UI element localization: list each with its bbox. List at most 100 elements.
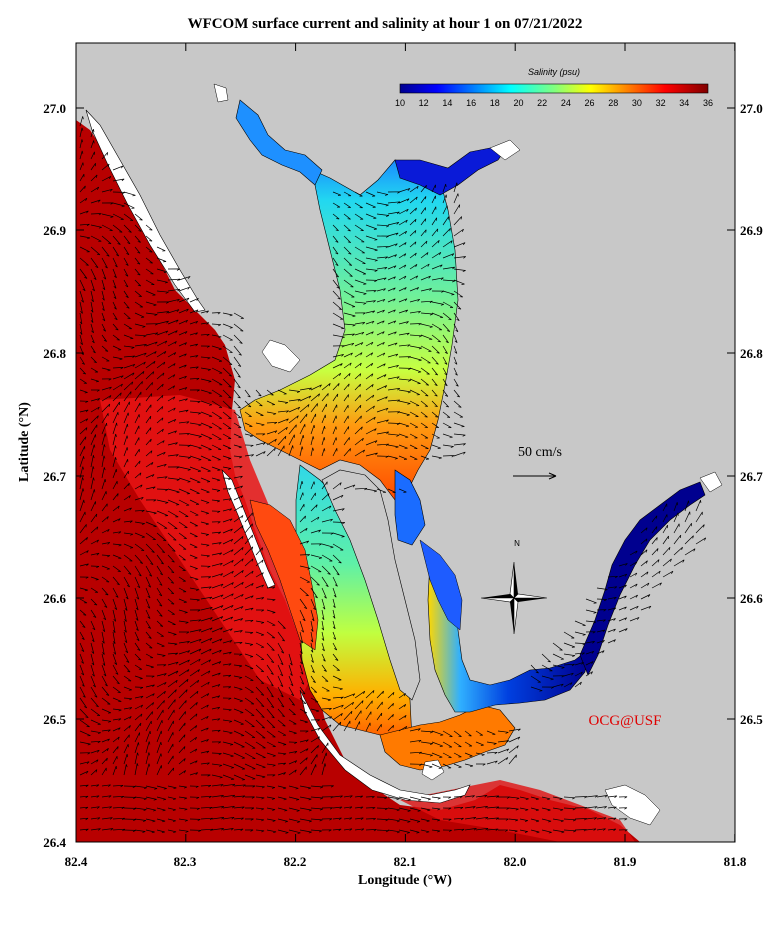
current-vector (343, 352, 353, 358)
current-vector (112, 301, 117, 310)
current-vector (90, 565, 100, 569)
current-vector (167, 352, 177, 358)
current-vector (552, 664, 565, 669)
current-vector (420, 367, 430, 375)
current-vector (156, 440, 165, 446)
current-vector (277, 664, 284, 677)
current-vector (387, 298, 396, 303)
current-vector (299, 748, 309, 754)
current-vector (233, 378, 241, 389)
current-vector (90, 664, 95, 677)
current-vector (475, 805, 488, 809)
current-vector (145, 576, 152, 588)
current-vector (167, 374, 176, 380)
current-vector (365, 373, 374, 380)
current-vector (233, 570, 244, 578)
current-vector (574, 681, 582, 688)
current-vector (189, 499, 200, 505)
current-vector (563, 642, 576, 648)
current-vector (145, 279, 155, 286)
current-vector (299, 576, 310, 583)
current-vector (145, 711, 153, 721)
current-vector (101, 175, 112, 182)
current-vector (299, 686, 306, 695)
current-vector (123, 796, 136, 800)
current-vector (376, 213, 390, 217)
current-vector (343, 323, 356, 327)
current-vector (178, 421, 190, 424)
current-vector (200, 670, 211, 677)
current-vector (112, 224, 123, 233)
current-vector (365, 341, 374, 347)
current-vector (376, 331, 385, 336)
current-vector (167, 767, 175, 776)
current-vector (288, 807, 300, 812)
current-vector (101, 422, 108, 435)
current-vector (299, 587, 309, 597)
current-vector (310, 785, 324, 789)
current-vector (376, 202, 389, 207)
current-vector (211, 488, 221, 492)
current-vector (134, 653, 142, 661)
current-vector (79, 499, 85, 512)
current-vector (332, 686, 343, 691)
current-vector (310, 719, 320, 722)
current-vector (354, 312, 366, 315)
current-vector (167, 418, 177, 424)
current-vector (211, 573, 224, 578)
current-vector (90, 653, 95, 666)
current-vector (134, 425, 140, 435)
y-tick-label: 26.5 (43, 712, 66, 727)
current-vector (112, 191, 125, 195)
current-vector (387, 829, 400, 834)
current-vector (365, 452, 378, 457)
current-vector (178, 678, 189, 688)
current-vector (167, 341, 177, 347)
current-vector (431, 422, 439, 429)
current-vector (300, 730, 309, 733)
current-vector (90, 455, 95, 468)
current-vector (365, 279, 378, 283)
current-vector (255, 829, 265, 833)
axis-ticks (75, 43, 736, 842)
current-vector (299, 609, 306, 622)
current-vector (310, 393, 321, 402)
current-vector (123, 565, 132, 575)
current-vector (431, 217, 438, 226)
current-vector (123, 224, 132, 233)
current-vector (255, 433, 266, 436)
current-vector (651, 515, 658, 523)
current-vector (354, 290, 367, 295)
current-vector (651, 526, 658, 534)
current-vector (167, 807, 176, 811)
current-vector (442, 216, 450, 226)
current-vector (442, 228, 451, 237)
current-vector (90, 140, 95, 149)
current-vector (200, 510, 209, 515)
current-vector (156, 796, 167, 801)
current-vector (222, 538, 234, 545)
current-vector (222, 697, 232, 700)
current-vector (596, 629, 606, 633)
current-vector (112, 746, 119, 754)
current-vector (398, 253, 407, 259)
current-vector (453, 378, 459, 387)
reference-vector-head (548, 472, 557, 480)
current-vector (310, 481, 315, 490)
current-vector (299, 527, 308, 534)
current-vector (189, 796, 200, 800)
current-vector (90, 708, 101, 717)
current-vector (277, 410, 289, 413)
current-vector (442, 378, 448, 387)
current-vector (387, 342, 398, 347)
current-vector (167, 532, 177, 541)
current-vector (79, 223, 90, 227)
current-vector (178, 711, 186, 721)
current-vector (156, 279, 168, 284)
current-vector (442, 205, 448, 215)
current-vector (90, 686, 98, 698)
current-vector (354, 795, 364, 798)
current-vector (387, 211, 400, 215)
current-vector (145, 631, 152, 639)
current-vector (101, 767, 107, 776)
